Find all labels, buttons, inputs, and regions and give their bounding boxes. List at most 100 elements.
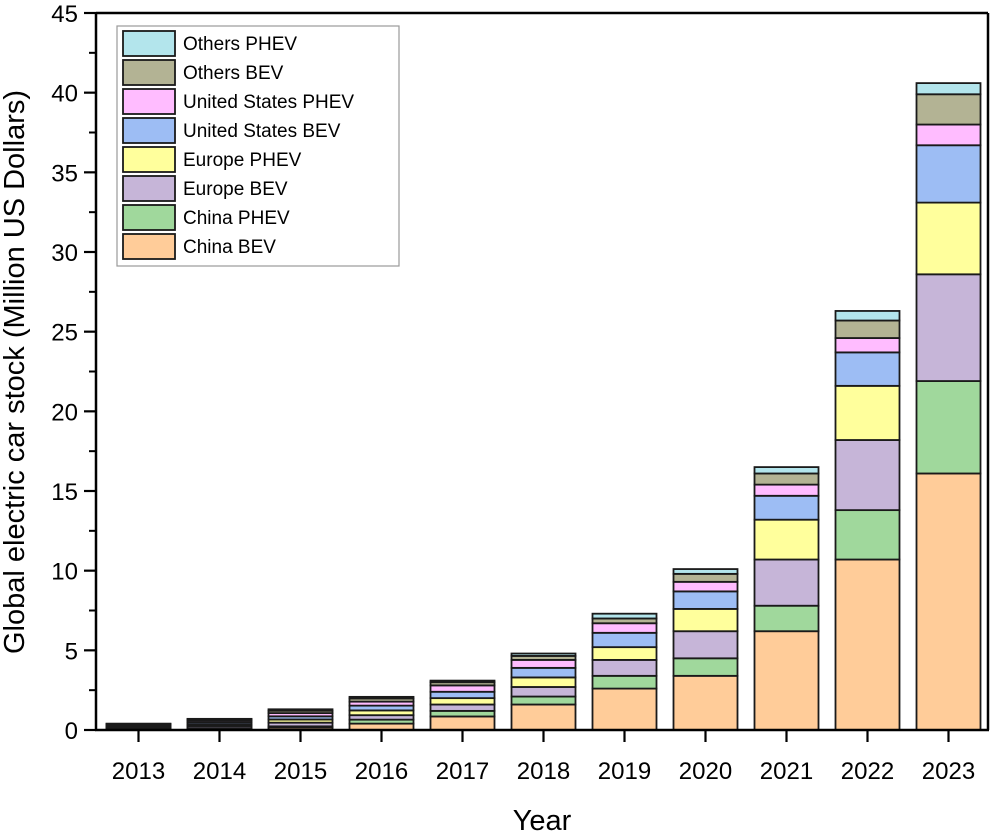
bar-segment-europe-phev-2023 [915,201,982,276]
bar-segment-others-phev-2021 [753,466,820,475]
x-tick-label-2017: 2017 [436,758,489,785]
bar-segment-europe-phev-2018 [510,676,577,688]
legend-swatch-europe-bev [122,175,176,202]
bar-segment-others-phev-2022 [834,310,901,322]
bar-segment-united-states-bev-2020 [672,590,739,610]
bar-segment-united-states-phev-2019 [591,622,658,634]
bar-segment-united-states-bev-2019 [591,631,658,649]
legend-item-others-bev: Others BEV [122,59,284,86]
bar-segment-europe-bev-2020 [672,630,739,660]
bar-segment-china-phev-2019 [591,674,658,690]
bar-segment-others-bev-2023 [915,93,982,126]
x-tick-label-2018: 2018 [517,758,570,785]
x-axis: 2013 2014 2015 2016 2017 2018 2019 2020 2021 2022… [112,730,975,785]
y-tick-label-5: 5 [65,638,78,665]
bar-segment-united-states-bev-2022 [834,351,901,387]
bar-segment-europe-phev-2017 [429,697,496,706]
bar-segment-china-bev-2023 [915,472,982,731]
y-tick-label-15: 15 [51,479,78,506]
legend-label-united-states-phev: United States PHEV [183,92,354,113]
bar-segment-china-bev-2019 [591,687,658,731]
bar-segment-china-phev-2022 [834,509,901,561]
bar-segment-europe-bev-2017 [429,703,496,712]
y-tick-label-30: 30 [51,240,78,267]
bar-segment-europe-bev-2023 [915,273,982,382]
bar-segment-united-states-phev-2022 [834,337,901,354]
x-tick-label-2015: 2015 [274,758,327,785]
x-tick-label-2019: 2019 [598,758,651,785]
bar-segment-united-states-bev-2023 [915,144,982,204]
legend-label-china-phev: China PHEV [183,208,290,229]
x-axis-title: Year [513,805,572,834]
bar-segment-others-phev-2015 [267,708,334,712]
legend-label-united-states-bev: United States BEV [183,121,341,142]
bar-stack-2015 [267,708,334,731]
bar-segment-china-bev-2021 [753,630,820,731]
bar-stack-2014 [186,717,253,731]
legend-item-united-states-bev: United States BEV [122,117,341,144]
bar-stack-2016 [348,695,415,731]
bar-segment-united-states-bev-2021 [753,494,820,521]
bar-segment-united-states-phev-2023 [915,123,982,147]
x-tick-label-2023: 2023 [922,758,975,785]
y-tick-label-25: 25 [51,320,78,347]
y-tick-label-45: 45 [51,1,78,28]
bar-segment-united-states-bev-2018 [510,666,577,679]
legend-swatch-china-phev [122,204,176,231]
bar-segment-europe-phev-2021 [753,518,820,561]
bar-segment-europe-phev-2019 [591,646,658,661]
bar-segment-united-states-phev-2017 [429,684,496,693]
bar-segment-europe-bev-2018 [510,686,577,698]
bar-segment-europe-bev-2021 [753,558,820,607]
bar-segment-europe-bev-2022 [834,439,901,512]
y-tick-label-40: 40 [51,81,78,108]
bar-segment-europe-phev-2020 [672,608,739,633]
bar-segment-china-phev-2020 [672,657,739,677]
bar-segment-others-bev-2022 [834,319,901,339]
bar-segment-china-bev-2022 [834,558,901,731]
y-tick-label-10: 10 [51,559,78,586]
bar-segment-others-phev-2020 [672,568,739,575]
legend-label-china-bev: China BEV [183,237,276,258]
bar-segment-others-phev-2018 [510,652,577,657]
bar-segment-china-phev-2018 [510,695,577,706]
x-tick-label-2014: 2014 [193,758,246,785]
legend-label-others-phev: Others PHEV [183,34,297,55]
bar-segment-united-states-phev-2021 [753,483,820,497]
legend-item-others-phev: Others PHEV [122,30,297,57]
legend-label-others-bev: Others BEV [183,63,284,84]
legend-label-europe-bev: Europe BEV [183,179,288,200]
bar-stack-2021 [753,466,820,731]
legend-item-china-bev: China BEV [122,233,276,260]
y-tick-label-0: 0 [65,718,78,745]
y-axis: 0 5 10 15 20 25 30 35 40 45 [51,1,96,745]
bar-segment-europe-bev-2019 [591,658,658,677]
bar-segment-europe-phev-2022 [834,384,901,441]
bar-stack-2022 [834,310,901,731]
y-tick-label-35: 35 [51,160,78,187]
bar-segment-china-phev-2023 [915,380,982,475]
legend-item-europe-phev: Europe PHEV [122,146,302,173]
x-tick-label-2016: 2016 [355,758,408,785]
y-axis-title: Global electric car stock (Million US Do… [0,90,31,654]
legend-swatch-united-states-phev [122,88,176,115]
bar-segment-others-phev-2016 [348,695,415,700]
legend-swatch-europe-phev [122,146,176,173]
bar-segment-china-bev-2018 [510,703,577,731]
bar-segment-china-bev-2020 [672,674,739,731]
legend-swatch-united-states-bev [122,117,176,144]
bar-stack-2018 [510,652,577,731]
bar-stack-2017 [429,679,496,731]
bar-segment-others-phev-2019 [591,612,658,620]
legend-swatch-china-bev [122,233,176,260]
bar-segment-others-phev-2017 [429,679,496,684]
legend-swatch-others-phev [122,30,176,57]
bar-stack-2020 [672,568,739,731]
x-tick-label-2021: 2021 [760,758,813,785]
legend-label-europe-phev: Europe PHEV [183,150,302,171]
bar-segment-china-bev-2017 [429,715,496,731]
legend-item-china-phev: China PHEV [122,204,290,231]
bar-stack-2019 [591,612,658,731]
bar-segment-united-states-phev-2020 [672,580,739,593]
